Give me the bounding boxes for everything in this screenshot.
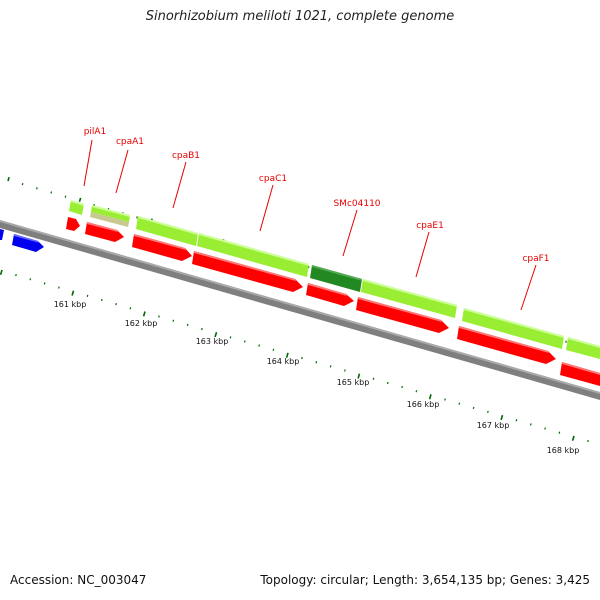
gene-bar-cpaF1[interactable] (462, 308, 564, 349)
minor-tick (415, 390, 418, 393)
scale-label-166: 166 kbp (407, 400, 440, 409)
minor-tick (444, 398, 446, 401)
gene-label-cpaB1[interactable]: cpaB1 (172, 151, 200, 161)
cds-arrow-cpaF1[interactable] (457, 326, 556, 364)
minor-tick (100, 298, 103, 302)
minor-tick (544, 427, 546, 430)
gene-bar-cpaC1[interactable] (197, 233, 309, 277)
gene-bar-cpaE1[interactable] (361, 279, 457, 318)
scale-label-168: 168 kbp (547, 446, 580, 455)
major-tick (71, 290, 75, 296)
minor-tick (301, 356, 303, 360)
gene-label-cpaF1[interactable]: cpaF1 (522, 254, 549, 264)
major-tick (500, 414, 504, 421)
minor-tick (401, 385, 403, 389)
scale-label-161: 161 kbp (54, 300, 87, 309)
minor-tick (344, 369, 346, 372)
gene-label-cpaE1[interactable]: cpaE1 (416, 221, 444, 231)
minor-tick (386, 381, 389, 385)
minor-tick (329, 365, 332, 368)
minor-tick (243, 340, 246, 343)
gene-bar-pilA1[interactable] (69, 200, 84, 215)
gene-label-pilA1[interactable]: pilA1 (84, 127, 107, 137)
minor-tick (587, 439, 589, 443)
cds-arrow-cpaA1[interactable] (85, 222, 124, 242)
cds-arrow-cpaB1[interactable] (132, 234, 192, 261)
gene-labels: pilA1 cpaA1 cpaB1 cpaC1 SMc04110 cpaE1 c… (84, 127, 550, 264)
map-title: Sinorhizobium meliloti 1021, complete ge… (145, 9, 455, 24)
cds-track (66, 217, 600, 386)
minor-tick (21, 183, 24, 186)
minor-tick (487, 410, 489, 414)
gene-bar-SMc04110[interactable] (310, 265, 362, 292)
inner-tick-ring (0, 269, 589, 443)
gene-bar-next[interactable] (566, 337, 600, 359)
minor-tick (29, 278, 32, 281)
gene-label-cpaA1[interactable]: cpaA1 (116, 137, 144, 147)
minor-tick (50, 191, 53, 194)
gene-label-cpaC1[interactable]: cpaC1 (259, 174, 287, 184)
scale-label-165: 165 kbp (337, 378, 370, 387)
minor-tick (64, 195, 67, 198)
minor-tick (272, 348, 275, 351)
scale-label-164: 164 kbp (267, 357, 300, 366)
minor-tick (136, 216, 138, 219)
minor-tick (86, 294, 89, 297)
major-tick (285, 352, 289, 358)
gene-leader-lines (83, 139, 537, 311)
minor-tick (565, 340, 567, 343)
genome-backbone (0, 220, 600, 400)
gene-track (69, 200, 600, 359)
minor-tick (158, 315, 160, 318)
minor-tick (172, 319, 175, 322)
minor-tick (36, 187, 38, 190)
minor-tick (58, 286, 60, 289)
major-tick (0, 269, 3, 276)
minor-tick (515, 419, 518, 422)
major-tick (428, 394, 432, 400)
minor-tick (43, 282, 46, 285)
minor-tick (558, 431, 561, 434)
reverse-strand-gene[interactable] (0, 229, 44, 252)
scale-labels: 161 kbp 162 kbp 163 kbp 164 kbp 165 kbp … (54, 300, 580, 455)
cds-arrow-cpaE1[interactable] (356, 297, 449, 333)
gene-label-SMc04110[interactable]: SMc04110 (333, 199, 380, 209)
minor-tick (186, 323, 189, 326)
major-tick (357, 373, 361, 379)
minor-tick (472, 406, 475, 409)
gene-bar-cpaB1[interactable] (136, 216, 198, 246)
cds-arrow-next[interactable] (560, 362, 600, 386)
accession-text: Accession: NC_003047 (10, 573, 147, 587)
cds-arrow-SMc04110[interactable] (306, 283, 354, 306)
minor-tick (129, 307, 132, 310)
genome-stats-text: Topology: circular; Length: 3,654,135 bp… (260, 573, 590, 587)
scale-label-162: 162 kbp (125, 319, 158, 328)
minor-tick (315, 361, 318, 364)
scale-label-167: 167 kbp (477, 421, 510, 430)
minor-tick (258, 344, 260, 347)
major-tick (7, 176, 10, 182)
minor-tick (372, 377, 375, 380)
gene-bar-cpaA1[interactable] (90, 205, 130, 227)
minor-tick (229, 336, 232, 339)
major-tick (142, 311, 146, 317)
cds-arrow-cpaC1[interactable] (192, 251, 303, 292)
minor-tick (201, 327, 203, 331)
minor-tick (458, 402, 461, 405)
scale-label-163: 163 kbp (196, 337, 229, 346)
minor-tick (115, 303, 117, 306)
minor-tick (529, 423, 532, 426)
minor-tick (15, 273, 17, 277)
major-tick (78, 197, 82, 202)
major-tick (214, 331, 218, 338)
major-tick (571, 435, 575, 441)
cds-arrow-pilA1[interactable] (66, 217, 80, 231)
